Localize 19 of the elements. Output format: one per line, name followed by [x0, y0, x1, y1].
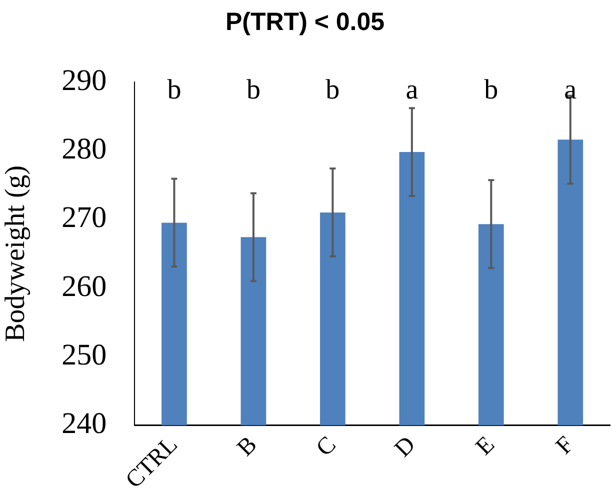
x-tick-label: C: [312, 432, 342, 462]
annotation: b: [167, 74, 182, 106]
y-tick-label: 270: [62, 201, 107, 234]
y-tick-label: 250: [62, 338, 107, 372]
y-tick-label: 260: [62, 270, 107, 303]
y-axis-title: Bodyweight (g): [0, 165, 32, 342]
x-tick-label: F: [551, 432, 580, 460]
y-tick-label: 290: [62, 64, 107, 97]
chart-title: P(TRT) < 0.05: [225, 8, 385, 36]
annotation: a: [406, 74, 419, 106]
annotation: b: [484, 74, 498, 106]
annotation: b: [326, 74, 340, 106]
y-tick-label: 280: [62, 132, 107, 166]
x-tick-label: B: [232, 432, 262, 462]
x-tick-label: E: [471, 432, 500, 461]
annotation: a: [564, 74, 578, 106]
y-tick-label: 240: [62, 407, 107, 440]
x-tick-label: D: [390, 432, 421, 462]
annotation: b: [246, 74, 260, 106]
